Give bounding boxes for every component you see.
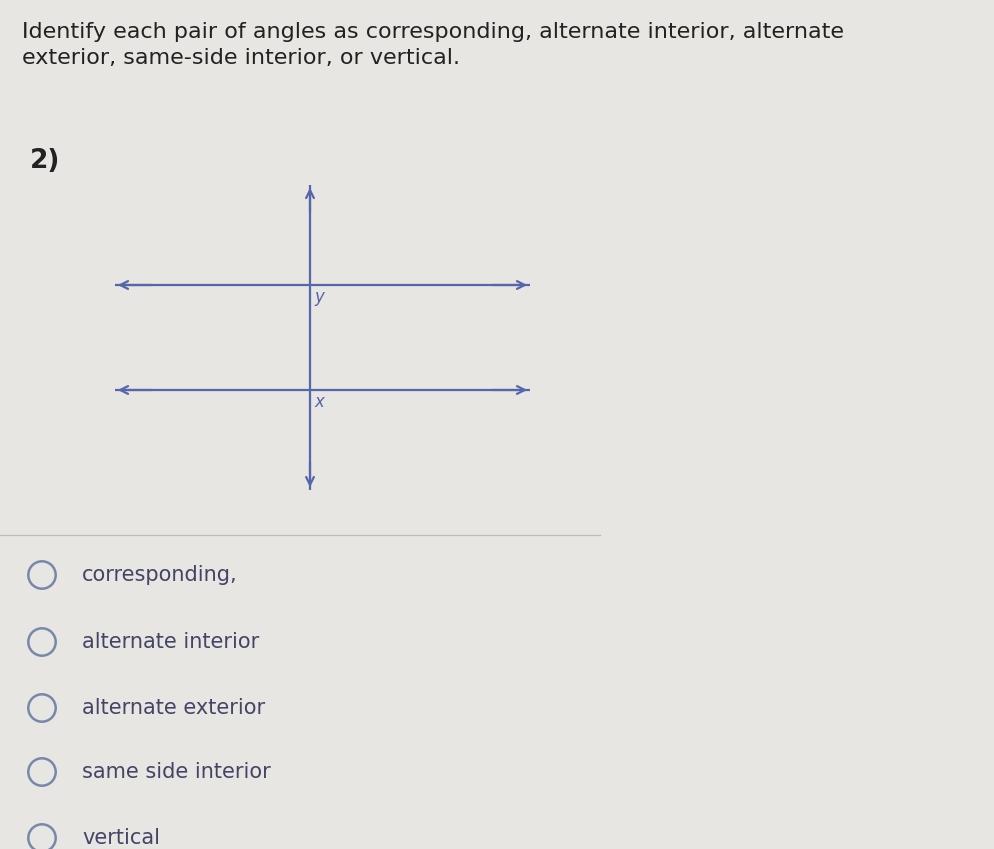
Text: 2): 2) <box>30 148 61 174</box>
Text: vertical: vertical <box>82 828 160 848</box>
Point <box>34 831 50 845</box>
Text: y: y <box>314 288 324 306</box>
Point <box>34 568 50 582</box>
Text: alternate exterior: alternate exterior <box>82 698 265 718</box>
Text: corresponding,: corresponding, <box>82 565 238 585</box>
Text: x: x <box>314 393 324 411</box>
Text: Identify each pair of angles as corresponding, alternate interior, alternate
ext: Identify each pair of angles as correspo… <box>22 22 844 69</box>
Text: alternate interior: alternate interior <box>82 632 259 652</box>
Point <box>34 765 50 779</box>
Point <box>34 635 50 649</box>
Text: same side interior: same side interior <box>82 762 270 782</box>
Point <box>34 701 50 715</box>
